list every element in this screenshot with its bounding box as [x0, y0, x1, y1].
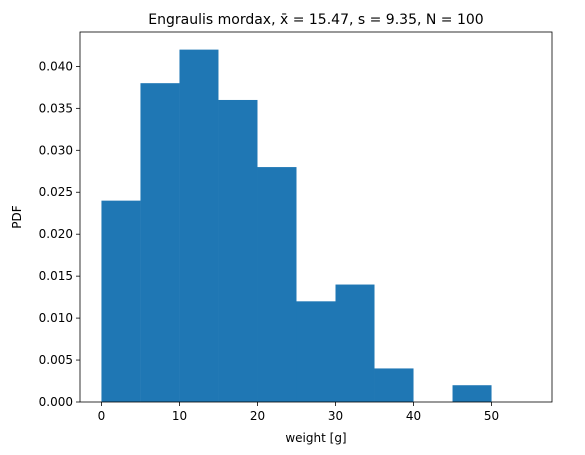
histogram-bar: [101, 200, 141, 402]
y-tick-label: 0.005: [39, 353, 73, 367]
bars-group: [101, 49, 492, 403]
y-tick-label: 0.020: [39, 227, 73, 241]
y-tick-label: 0.035: [39, 101, 73, 115]
x-tick-label: 0: [98, 409, 106, 423]
y-axis-ticks: 0.000 0.005 0.010 0.015 0.020 0.025 0.030 0.035…: [39, 59, 80, 409]
x-axis-ticks: 0 10 20 30 40 50: [98, 402, 499, 423]
histogram-bar: [296, 301, 336, 402]
chart-title: Engraulis mordax, x̄ = 15.47, s = 9.35, …: [148, 12, 483, 28]
y-tick-label: 0.000: [39, 395, 73, 409]
y-tick-label: 0.015: [39, 269, 73, 283]
x-tick-label: 40: [406, 409, 421, 423]
x-tick-label: 20: [250, 409, 265, 423]
histogram-bar: [452, 385, 492, 402]
axes-frame: [79, 31, 553, 403]
y-tick-label: 0.010: [39, 311, 73, 325]
histogram-bar: [179, 49, 219, 402]
x-tick-label: 10: [172, 409, 187, 423]
y-tick-label: 0.025: [39, 185, 73, 199]
histogram-bar: [335, 284, 375, 402]
y-axis-label: PDF: [10, 205, 24, 228]
x-axis-label: weight [g]: [285, 431, 346, 445]
y-tick-label: 0.030: [39, 143, 73, 157]
histogram-bar: [257, 167, 297, 402]
x-tick-label: 50: [484, 409, 499, 423]
x-tick-label: 30: [328, 409, 343, 423]
histogram-bar: [140, 83, 180, 402]
y-tick-label: 0.040: [39, 59, 73, 73]
histogram-bar: [218, 99, 258, 403]
histogram-bar: [374, 368, 414, 402]
